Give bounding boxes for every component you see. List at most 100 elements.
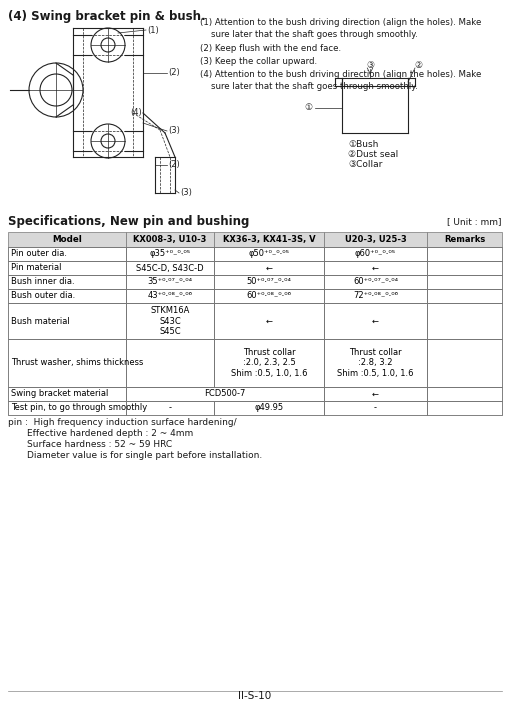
Bar [126,339,214,387]
Bar [8,289,126,303]
Bar [426,247,501,261]
Bar [323,275,426,289]
Bar [426,339,501,387]
Text: (3): (3) [167,126,180,135]
Bar [214,261,323,275]
Text: 72⁺⁰⋅⁰⁸₋⁰⋅⁰⁶: 72⁺⁰⋅⁰⁸₋⁰⋅⁰⁶ [352,292,397,300]
Bar [214,289,323,303]
Text: -: - [168,404,171,413]
Bar [426,261,501,275]
Bar [323,289,426,303]
Bar [214,232,323,247]
Bar [323,303,426,339]
Text: 50⁺⁰⋅⁰⁷₋⁰⋅⁰⁴: 50⁺⁰⋅⁰⁷₋⁰⋅⁰⁴ [246,277,291,287]
Text: pin :  High frequency induction surface hardening/: pin : High frequency induction surface h… [8,418,236,427]
Text: Remarks: Remarks [443,235,484,244]
Text: S45C-D, S43C-D: S45C-D, S43C-D [136,264,204,272]
Bar [323,247,426,261]
Bar [8,261,126,275]
Bar [8,247,126,261]
Bar [426,401,501,415]
Bar [126,247,214,261]
Text: 35⁺⁰⋅⁰⁷₋⁰⋅⁰⁴: 35⁺⁰⋅⁰⁷₋⁰⋅⁰⁴ [147,277,192,287]
Bar [8,261,126,275]
Bar [214,247,323,261]
Bar [126,289,214,303]
Text: ①Bush: ①Bush [347,140,378,149]
Bar [426,289,501,303]
Text: Test pin, to go through smoothly: Test pin, to go through smoothly [11,404,147,413]
Bar [8,247,126,261]
Bar [323,401,426,415]
Text: FCD500-7: FCD500-7 [204,389,245,399]
Bar [426,247,501,261]
Text: (3) Keep the collar upward.: (3) Keep the collar upward. [200,57,317,66]
Bar [426,261,501,275]
Bar [126,247,214,261]
Bar [126,289,214,303]
Text: (2): (2) [167,160,179,170]
Bar [8,275,126,289]
Text: Swing bracket material: Swing bracket material [11,389,108,399]
Bar [323,387,426,401]
Text: ←: ← [371,317,378,326]
Bar [126,387,323,401]
Text: Bush inner dia.: Bush inner dia. [11,277,74,287]
Text: Pin material: Pin material [11,264,62,272]
Text: Pin outer dia.: Pin outer dia. [11,250,67,259]
Bar [8,289,126,303]
Bar [323,232,426,247]
Bar [214,303,323,339]
Text: (2) Keep flush with the end face.: (2) Keep flush with the end face. [200,44,341,53]
Bar [426,275,501,289]
Text: ←: ← [265,264,272,272]
Text: 43⁺⁰⋅⁰⁸₋⁰⋅⁰⁶: 43⁺⁰⋅⁰⁸₋⁰⋅⁰⁶ [147,292,192,300]
Bar [426,387,501,401]
Text: ③Collar: ③Collar [347,160,382,169]
Bar [323,261,426,275]
Bar [126,303,214,339]
Bar [323,303,426,339]
Text: Surface hardness : 52 ~ 59 HRC: Surface hardness : 52 ~ 59 HRC [27,440,172,449]
Text: KX008-3, U10-3: KX008-3, U10-3 [133,235,206,244]
Text: Effective hardened depth : 2 ~ 4mm: Effective hardened depth : 2 ~ 4mm [27,429,193,438]
Text: 60⁺⁰⋅⁰⁷₋⁰⋅⁰⁴: 60⁺⁰⋅⁰⁷₋⁰⋅⁰⁴ [352,277,398,287]
Bar [323,339,426,387]
Text: [ Unit : mm]: [ Unit : mm] [446,217,501,226]
Text: ←: ← [371,264,378,272]
Bar [323,401,426,415]
Bar [214,339,323,387]
Text: ②Dust seal: ②Dust seal [347,150,398,159]
Bar [8,232,126,247]
Bar [323,247,426,261]
Bar [426,303,501,339]
Text: Thrust collar
:2.8, 3.2
Shim :0.5, 1.0, 1.6: Thrust collar :2.8, 3.2 Shim :0.5, 1.0, … [336,348,413,379]
Text: φ35⁺⁰₋⁰⋅⁰⁵: φ35⁺⁰₋⁰⋅⁰⁵ [149,250,190,259]
Bar [426,401,501,415]
Bar [214,401,323,415]
Bar [214,261,323,275]
Bar [8,339,126,387]
Bar [8,401,126,415]
Text: (2): (2) [167,68,179,78]
Text: φ49.95: φ49.95 [254,404,283,413]
Text: STKM16A
S43C
S45C: STKM16A S43C S45C [150,306,189,337]
Text: Bush material: Bush material [11,317,70,326]
Bar [126,387,323,401]
Text: 60⁺⁰⋅⁰⁸₋⁰⋅⁰⁶: 60⁺⁰⋅⁰⁸₋⁰⋅⁰⁶ [246,292,291,300]
Bar [426,339,501,387]
Bar [126,275,214,289]
Bar [323,275,426,289]
Bar [214,275,323,289]
Text: ←: ← [371,389,378,399]
Bar [214,289,323,303]
Bar [126,339,214,387]
Text: ←: ← [265,317,272,326]
Text: ③: ③ [365,61,373,71]
Text: II-S-10: II-S-10 [238,691,271,701]
Text: KX36-3, KX41-3S, V: KX36-3, KX41-3S, V [222,235,315,244]
Bar [426,275,501,289]
Bar [214,247,323,261]
Text: Bush outer dia.: Bush outer dia. [11,292,75,300]
Text: (1): (1) [147,26,158,34]
